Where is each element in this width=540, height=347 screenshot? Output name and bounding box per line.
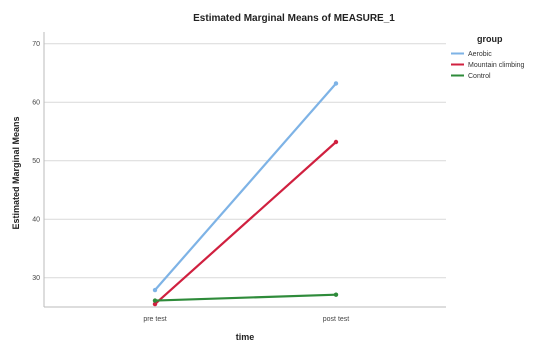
y-tick-label: 30 bbox=[32, 275, 40, 282]
chart-title: Estimated Marginal Means of MEASURE_1 bbox=[193, 13, 395, 24]
y-axis-title: Estimated Marginal Means bbox=[11, 116, 21, 229]
series-line-3 bbox=[154, 293, 337, 302]
series-lines bbox=[152, 81, 339, 307]
legend-label: Control bbox=[468, 73, 491, 80]
y-tick-label: 60 bbox=[32, 100, 40, 107]
grid-lines bbox=[44, 43, 446, 279]
x-tick-labels: pre test post test bbox=[143, 316, 349, 323]
series-line-2 bbox=[154, 141, 337, 305]
y-tick-label: 50 bbox=[32, 158, 40, 165]
legend-title: group bbox=[477, 34, 503, 44]
data-point bbox=[333, 81, 339, 86]
y-tick-labels: 30 40 50 60 70 bbox=[32, 41, 40, 282]
legend-label: Mountain climbing bbox=[468, 62, 525, 69]
legend: group Aerobic Mountain climbing Control bbox=[451, 34, 525, 80]
x-tick-label: post test bbox=[323, 316, 350, 323]
data-point bbox=[333, 139, 339, 145]
data-point bbox=[152, 287, 158, 293]
x-axis-title: time bbox=[236, 332, 255, 342]
data-point bbox=[152, 298, 158, 303]
x-tick-label: pre test bbox=[143, 316, 166, 323]
y-tick-label: 70 bbox=[32, 41, 40, 48]
y-tick-label: 40 bbox=[32, 217, 40, 224]
data-point bbox=[333, 292, 339, 297]
series-line-1 bbox=[154, 82, 337, 291]
legend-label: Aerobic bbox=[468, 51, 492, 58]
data-point bbox=[152, 301, 158, 307]
